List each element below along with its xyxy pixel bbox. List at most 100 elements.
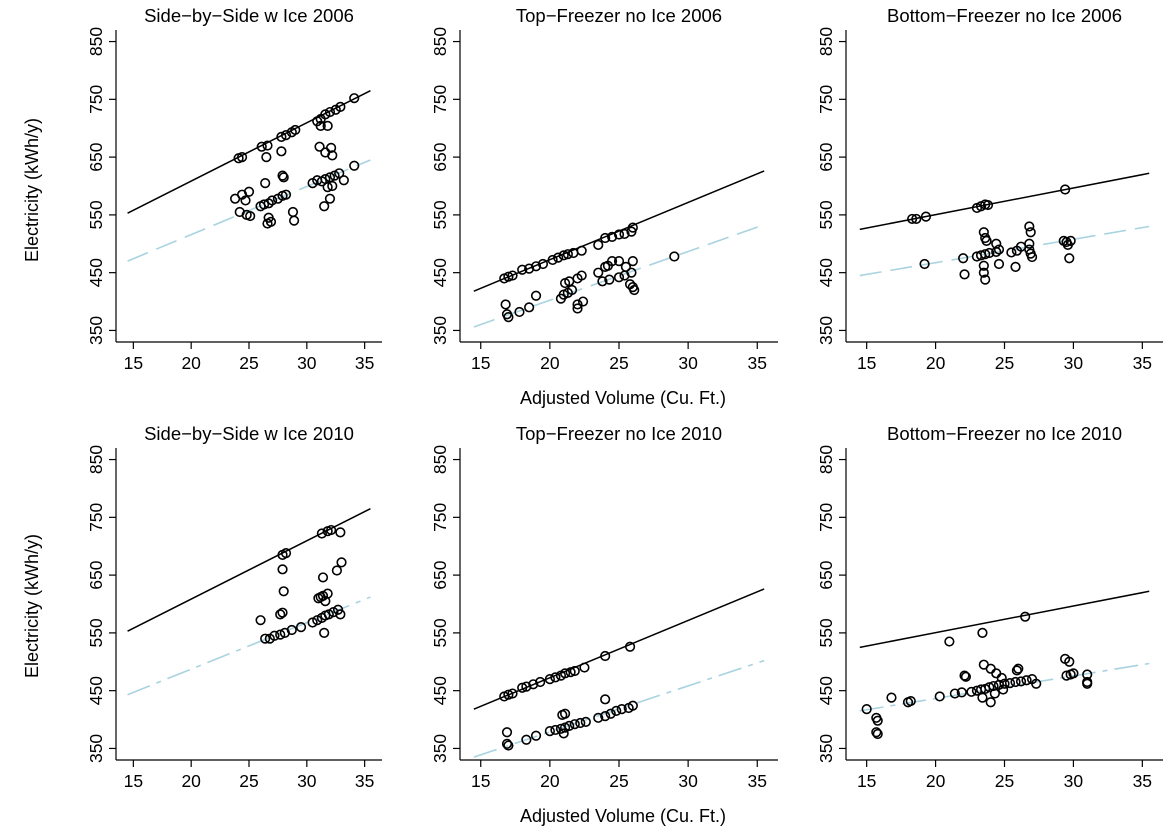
x-tick-label: 20 <box>540 353 560 373</box>
data-point <box>319 627 330 638</box>
data-point <box>326 142 337 153</box>
fit-line <box>859 662 1150 712</box>
data-point <box>277 170 288 181</box>
data-point <box>978 227 989 238</box>
data-point <box>517 264 528 275</box>
data-point <box>579 662 590 673</box>
data-point <box>980 249 991 260</box>
data-point <box>521 681 532 692</box>
data-point <box>507 270 518 281</box>
data-point <box>276 146 287 157</box>
y-tick-label: 350 <box>86 316 106 345</box>
panel-title: Side−by−Side w Ice 2006 <box>144 5 354 26</box>
data-point <box>322 120 333 132</box>
x-tick-label: 30 <box>678 771 698 791</box>
data-point <box>501 727 513 738</box>
data-point <box>629 284 640 296</box>
chart-panels: Side−by−Side w Ice 2006 350 450 550 650 750 85… <box>86 5 1163 791</box>
data-point <box>503 740 514 751</box>
data-point <box>593 712 604 723</box>
data-point <box>277 564 288 575</box>
y-tick-label: 450 <box>86 258 106 287</box>
data-point <box>600 694 611 705</box>
data-point <box>256 141 267 152</box>
y-tick-label: 850 <box>86 27 106 56</box>
data-point <box>240 195 251 206</box>
y-tick-label: 450 <box>86 676 106 705</box>
y-tick-label: 650 <box>430 560 450 589</box>
data-point <box>530 261 542 272</box>
data-point <box>559 708 571 719</box>
panel-title: Bottom−Freezer no Ice 2006 <box>887 5 1122 26</box>
data-point <box>1024 238 1035 249</box>
data-point <box>503 312 514 323</box>
data-point <box>553 252 564 263</box>
standard-line <box>859 172 1150 231</box>
data-point <box>245 210 256 222</box>
data-point <box>336 557 347 568</box>
data-point <box>1021 675 1032 686</box>
data-point <box>1068 668 1079 679</box>
data-point <box>1024 221 1035 232</box>
data-point <box>1006 247 1017 258</box>
data-point <box>1010 261 1021 272</box>
data-point <box>966 686 977 697</box>
x-tick-label: 15 <box>471 353 490 373</box>
data-point <box>314 141 325 152</box>
data-point <box>600 650 611 662</box>
data-point <box>544 726 555 737</box>
data-point <box>985 663 996 674</box>
data-point <box>322 182 333 193</box>
data-point <box>255 615 266 626</box>
y-tick-label: 850 <box>816 445 836 474</box>
data-point <box>1061 670 1072 681</box>
data-point <box>959 269 970 280</box>
standard-line <box>473 588 765 710</box>
data-point <box>280 548 292 559</box>
data-point <box>322 588 333 599</box>
data-point <box>991 238 1002 249</box>
data-point <box>243 186 255 197</box>
y-tick-label: 750 <box>430 502 450 531</box>
data-point <box>993 258 1005 270</box>
data-point <box>577 296 589 307</box>
x-axis-label-row-2: Adjusted Volume (Cu. Ft.) <box>520 806 726 826</box>
data-point <box>600 710 611 722</box>
panel-6: Bottom−Freezer no Ice 2010 350 450 550 650 75… <box>816 423 1163 791</box>
data-point <box>544 674 555 685</box>
y-tick-label: 550 <box>430 200 450 229</box>
data-point <box>604 274 615 285</box>
data-point <box>996 672 1007 684</box>
data-point <box>978 267 989 278</box>
data-point <box>335 609 346 620</box>
x-tick-label: 35 <box>748 353 767 373</box>
data-point <box>569 719 580 730</box>
y-tick-label: 650 <box>86 142 106 171</box>
data-point <box>611 705 622 716</box>
data-point <box>349 93 360 104</box>
y-tick-label: 350 <box>816 734 836 763</box>
data-point <box>334 168 345 179</box>
data-point <box>872 715 883 726</box>
data-point <box>528 679 539 690</box>
data-point <box>287 206 299 218</box>
data-point <box>562 249 573 260</box>
data-point <box>993 244 1005 255</box>
data-point <box>275 609 286 620</box>
data-point <box>944 636 955 647</box>
data-point <box>319 201 330 212</box>
data-point <box>576 270 587 281</box>
fit-line <box>859 225 1150 277</box>
data-point <box>1020 611 1031 622</box>
data-point <box>1026 251 1038 263</box>
x-tick-label: 25 <box>995 353 1014 373</box>
data-point <box>565 667 576 678</box>
data-point <box>280 189 292 200</box>
y-tick-label: 550 <box>430 618 450 647</box>
standard-line <box>127 507 371 632</box>
y-tick-label: 850 <box>430 27 450 56</box>
panel-3: Bottom−Freezer no Ice 2006 350 450 550 650 75… <box>816 5 1163 373</box>
data-point <box>260 633 271 644</box>
x-tick-label: 35 <box>1133 353 1152 373</box>
data-point <box>550 672 561 683</box>
